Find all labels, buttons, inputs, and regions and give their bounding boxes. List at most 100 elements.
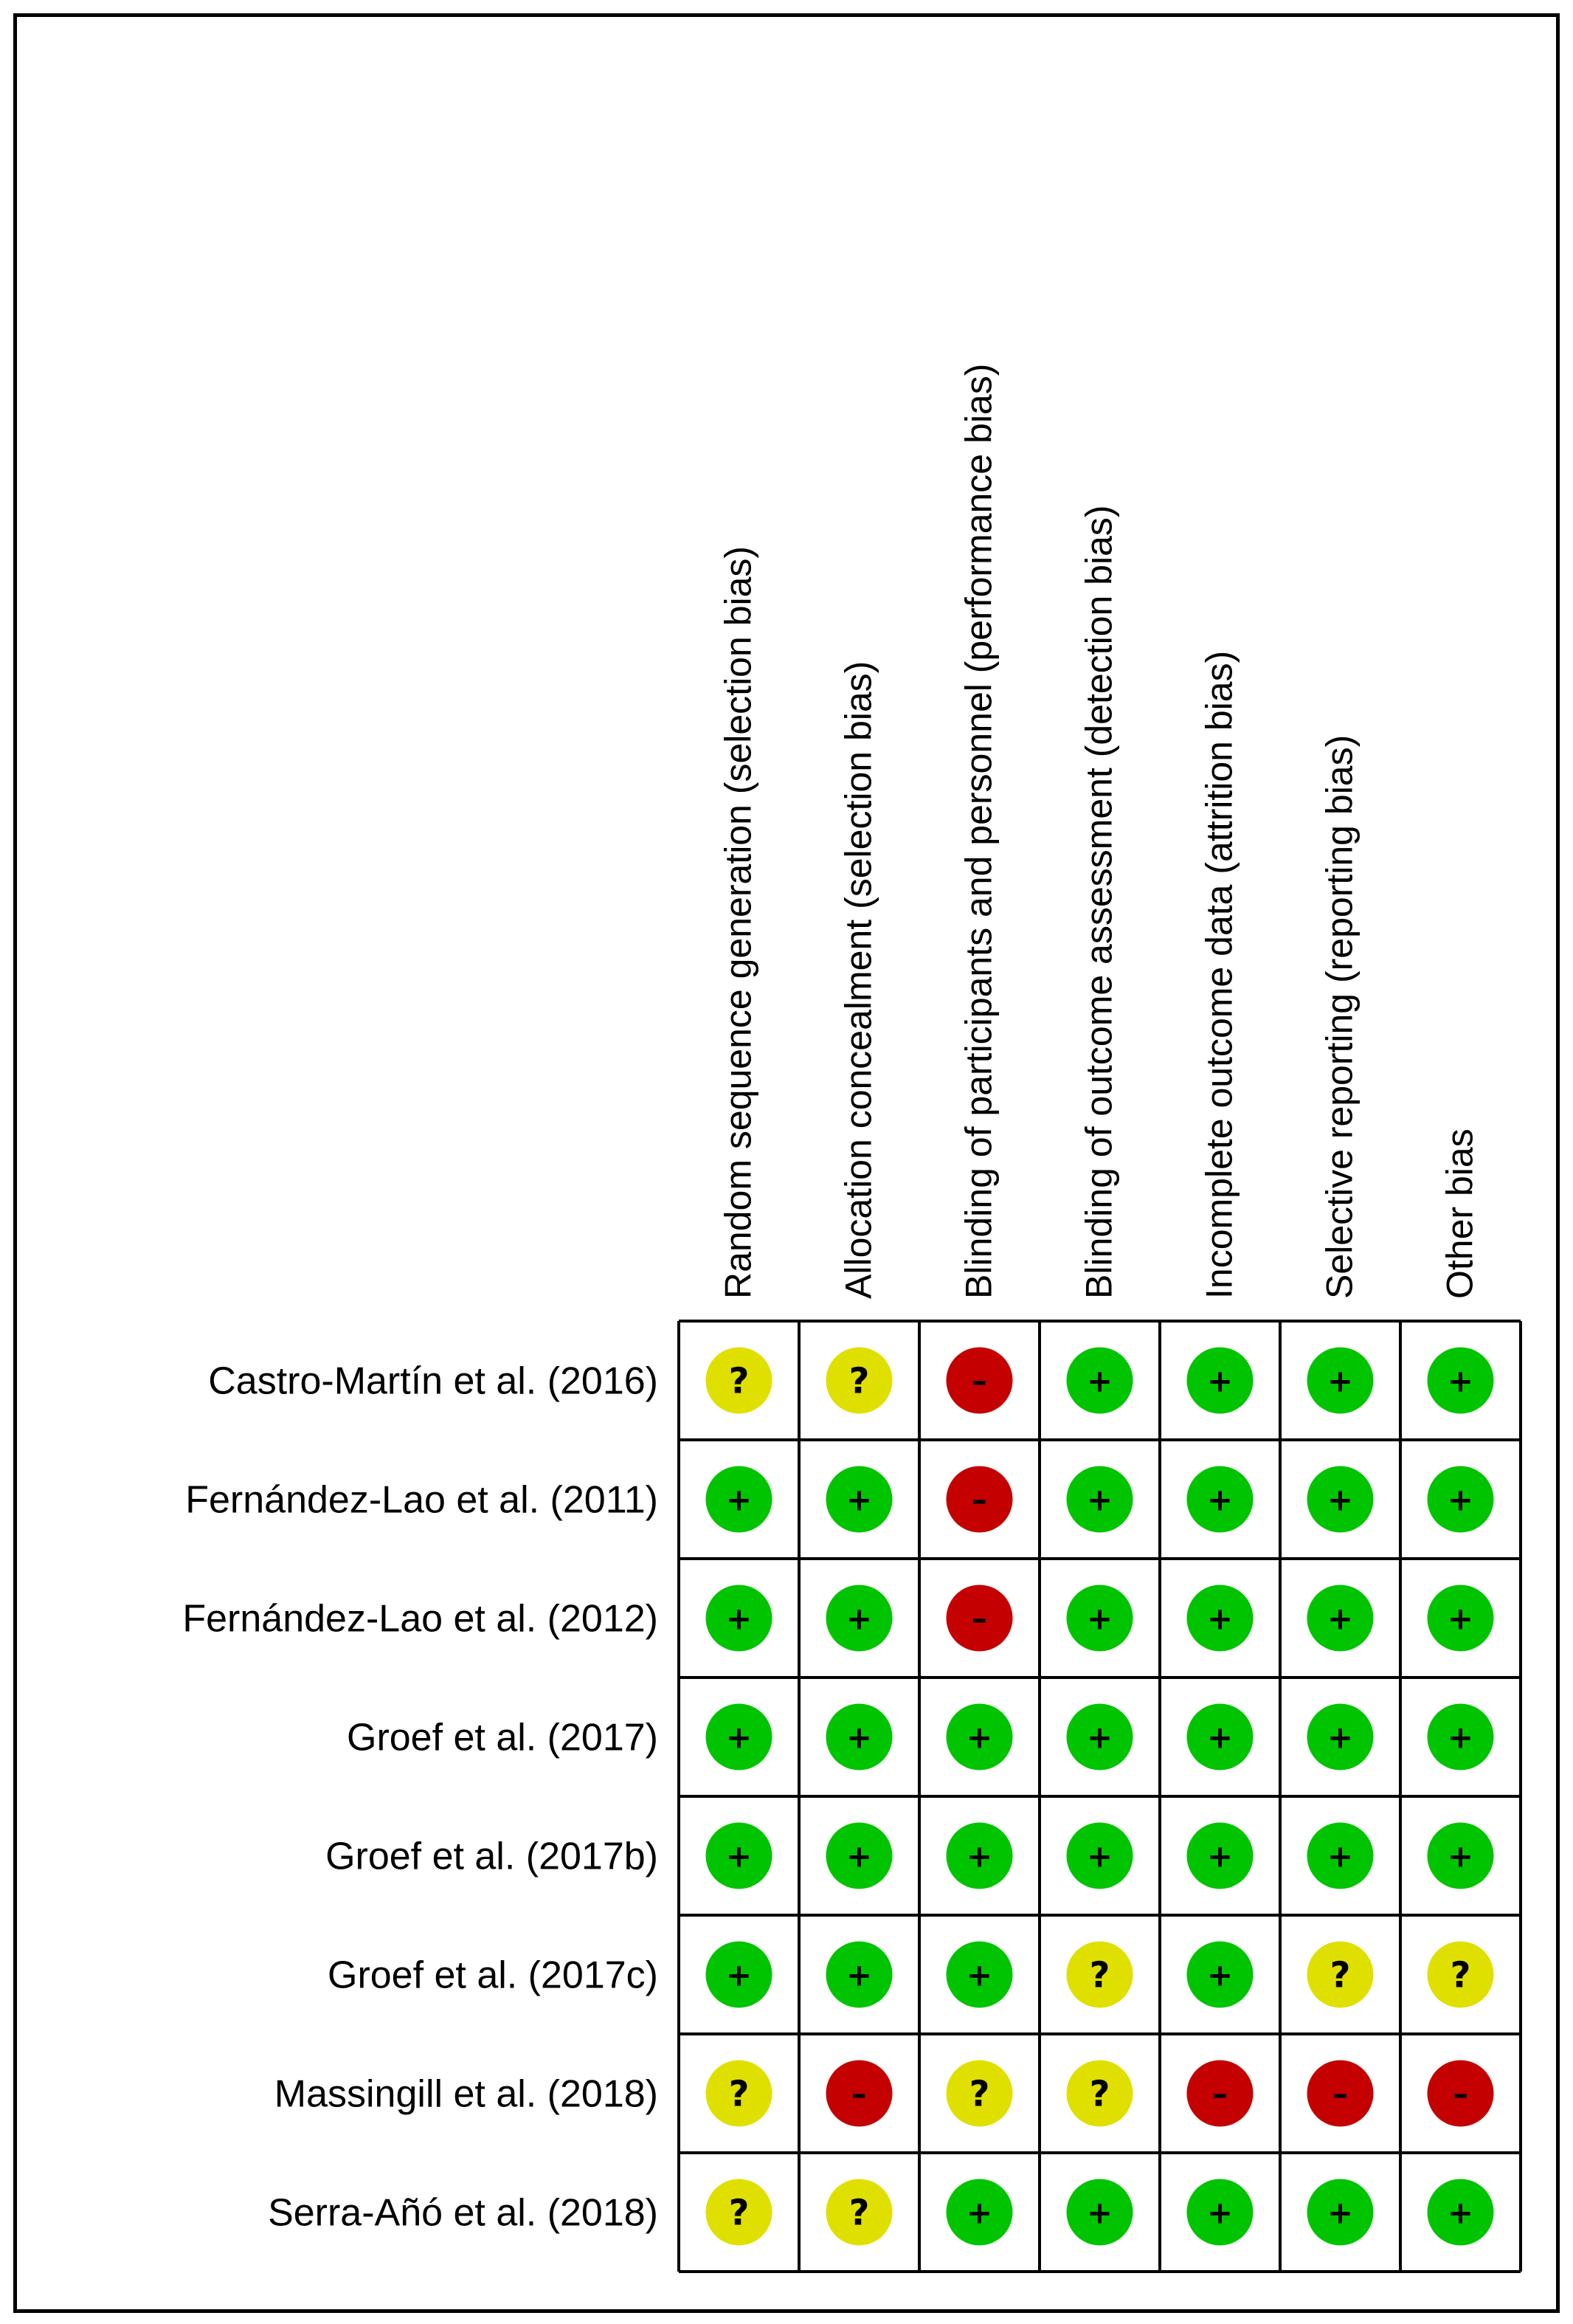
judgement-low: + xyxy=(1066,1822,1133,1889)
judgement-marker xyxy=(826,2179,893,2246)
judgement-marker xyxy=(1186,1941,1254,2008)
judgement-symbol: – xyxy=(851,2076,867,2112)
judgement-marker xyxy=(1066,1585,1133,1652)
judgement-marker xyxy=(826,1822,893,1889)
judgement-high: – xyxy=(946,1585,1013,1652)
judgement-symbol: – xyxy=(1332,2076,1348,2112)
judgement-marker xyxy=(946,1466,1013,1533)
judgement-symbol: + xyxy=(1448,1838,1473,1875)
judgement-low: + xyxy=(1307,1466,1374,1533)
judgement-unclear: ? xyxy=(705,2060,772,2127)
judgement-marker xyxy=(1307,1585,1374,1652)
judgement-marker xyxy=(826,1941,893,2008)
judgement-symbol: + xyxy=(1087,1601,1113,1637)
judgement-low: + xyxy=(1066,1703,1133,1770)
judgement-marker xyxy=(1427,1703,1494,1770)
judgement-unclear: ? xyxy=(946,2060,1013,2127)
judgement-low: + xyxy=(826,1703,893,1770)
judgement-marker xyxy=(705,2060,772,2127)
judgement-unclear: ? xyxy=(826,2179,893,2246)
judgement-symbol: – xyxy=(972,1363,987,1399)
judgement-symbol: + xyxy=(726,1838,752,1875)
judgement-marker xyxy=(826,1466,893,1533)
judgement-symbol: + xyxy=(1327,1601,1353,1637)
judgement-low: + xyxy=(1307,1822,1374,1889)
judgement-marker xyxy=(946,1585,1013,1652)
judgement-symbol: – xyxy=(972,1601,987,1637)
judgement-symbol: ? xyxy=(729,2074,750,2115)
domain-header: Incomplete outcome data (attrition bias) xyxy=(1199,651,1240,1299)
figure-frame xyxy=(13,13,1560,2313)
judgement-symbol: + xyxy=(846,1482,872,1518)
judgement-marker xyxy=(1427,1466,1494,1533)
study-label: Fernández-Lao et al. (2012) xyxy=(182,1598,658,1641)
study-label: Massingill et al. (2018) xyxy=(274,2073,658,2116)
judgement-marker xyxy=(946,2060,1013,2127)
judgement-symbol: + xyxy=(1448,2195,1473,2231)
judgement-low: + xyxy=(946,1822,1013,1889)
judgement-symbol: + xyxy=(1327,1838,1353,1875)
judgement-symbol: + xyxy=(846,1957,872,1993)
judgement-low: + xyxy=(1186,1941,1254,2008)
judgement-symbol: + xyxy=(1448,1363,1473,1399)
judgement-low: + xyxy=(1186,1347,1254,1414)
judgement-marker xyxy=(1307,1822,1374,1889)
study-label: Groef et al. (2017) xyxy=(347,1717,658,1759)
judgement-symbol: ? xyxy=(1090,1955,1110,1996)
judgement-low: + xyxy=(1427,1585,1494,1652)
judgement-symbol: ? xyxy=(1090,2074,1110,2115)
judgement-low: + xyxy=(705,1822,772,1889)
judgement-marker xyxy=(1066,1822,1133,1889)
judgement-high: – xyxy=(1307,2060,1374,2127)
judgement-symbol: + xyxy=(846,1601,872,1637)
judgement-marker xyxy=(1307,1703,1374,1770)
judgement-low: + xyxy=(1066,2179,1133,2246)
judgement-low: + xyxy=(705,1941,772,2008)
judgement-symbol: + xyxy=(1207,1363,1233,1399)
judgement-low: + xyxy=(826,1585,893,1652)
study-label: Castro-Martín et al. (2016) xyxy=(208,1360,658,1403)
judgement-marker xyxy=(1427,1347,1494,1414)
judgement-marker xyxy=(1427,2060,1494,2127)
judgement-marker xyxy=(1066,1703,1133,1770)
judgement-low: + xyxy=(1186,1585,1254,1652)
judgement-low: + xyxy=(1427,1703,1494,1770)
judgement-symbol: + xyxy=(1327,1363,1353,1399)
judgement-low: + xyxy=(1307,1347,1374,1414)
judgement-unclear: ? xyxy=(705,2179,772,2246)
judgement-low: + xyxy=(1307,1585,1374,1652)
judgement-symbol: + xyxy=(1207,1957,1233,1993)
judgement-low: + xyxy=(1427,2179,1494,2246)
judgement-symbol: + xyxy=(726,1482,752,1518)
judgement-marker xyxy=(1427,1822,1494,1889)
judgement-symbol: ? xyxy=(849,2193,870,2234)
judgement-low: + xyxy=(1427,1466,1494,1533)
judgement-marker xyxy=(705,1703,772,1770)
judgement-symbol: + xyxy=(1087,1482,1113,1518)
judgement-symbol: + xyxy=(1448,1720,1473,1756)
study-label: Fernández-Lao et al. (2011) xyxy=(185,1479,658,1522)
judgement-symbol: ? xyxy=(849,1361,870,1402)
judgement-marker xyxy=(1427,2179,1494,2246)
study-label: Groef et al. (2017c) xyxy=(328,1954,658,1997)
judgement-unclear: ? xyxy=(826,1347,893,1414)
judgement-marker xyxy=(946,1822,1013,1889)
judgement-symbol: + xyxy=(726,1720,752,1756)
judgement-marker xyxy=(1066,1941,1133,2008)
judgement-symbol: ? xyxy=(729,1361,750,1402)
judgement-low: + xyxy=(1307,2179,1374,2246)
judgement-low: + xyxy=(1427,1822,1494,1889)
judgement-marker xyxy=(946,2179,1013,2246)
judgement-symbol: – xyxy=(1453,2076,1468,2112)
judgement-marker xyxy=(1186,1703,1254,1770)
judgement-marker xyxy=(1186,1347,1254,1414)
judgement-marker xyxy=(946,1941,1013,2008)
judgement-low: + xyxy=(1186,2179,1254,2246)
judgement-high: – xyxy=(1427,2060,1494,2127)
judgement-symbol: + xyxy=(1087,1838,1113,1875)
judgement-high: – xyxy=(946,1347,1013,1414)
judgement-symbol: + xyxy=(1207,1601,1233,1637)
judgement-unclear: ? xyxy=(1066,1941,1133,2008)
judgement-low: + xyxy=(946,1941,1013,2008)
judgement-low: + xyxy=(1066,1347,1133,1414)
